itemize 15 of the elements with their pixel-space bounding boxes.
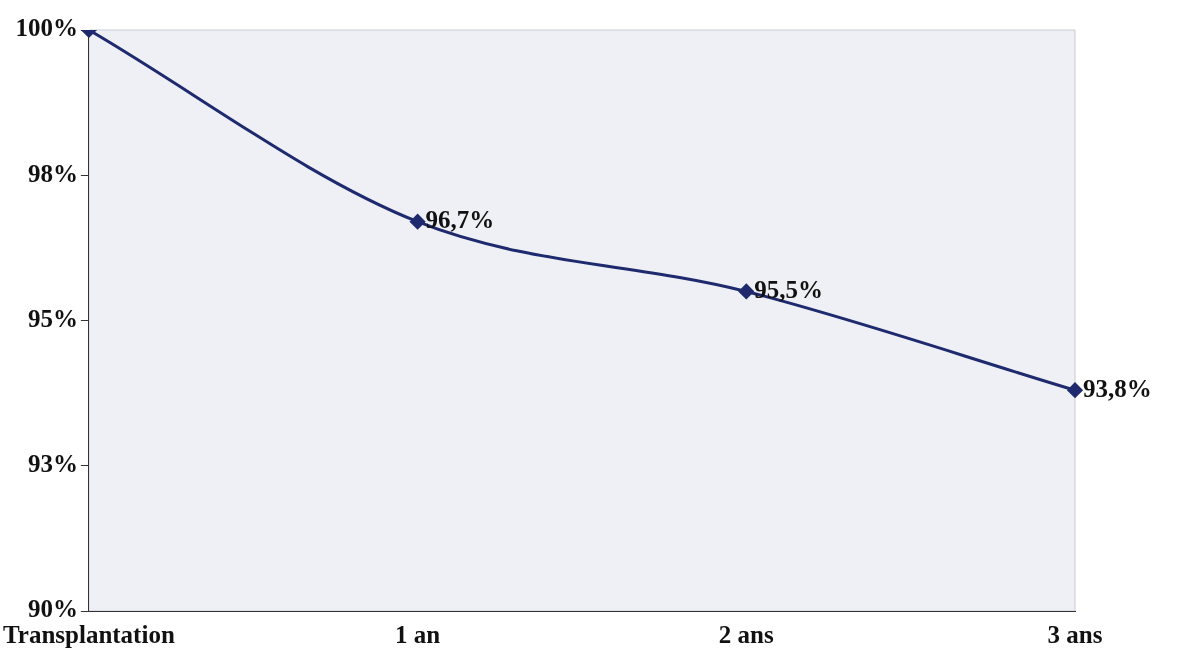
- y-tick-label: 90%: [27, 595, 78, 623]
- x-tick-label: 2 ans: [718, 621, 775, 649]
- data-label: 93,8%: [1083, 374, 1152, 402]
- x-tick-label: Transplantation: [2, 621, 175, 649]
- y-tick-label: 93%: [27, 450, 78, 478]
- data-label: 96,7%: [425, 206, 495, 234]
- x-tick-label: 1 an: [395, 621, 441, 649]
- y-tick-label: 95%: [27, 304, 78, 332]
- y-tick-label: 100%: [15, 14, 78, 42]
- point: [1067, 382, 1083, 398]
- point: [410, 214, 426, 230]
- y-tick-label: 98%: [27, 159, 78, 187]
- point: [738, 283, 754, 299]
- data-label: 95,5%: [754, 275, 824, 303]
- x-tick-label: 3 ans: [1047, 621, 1103, 649]
